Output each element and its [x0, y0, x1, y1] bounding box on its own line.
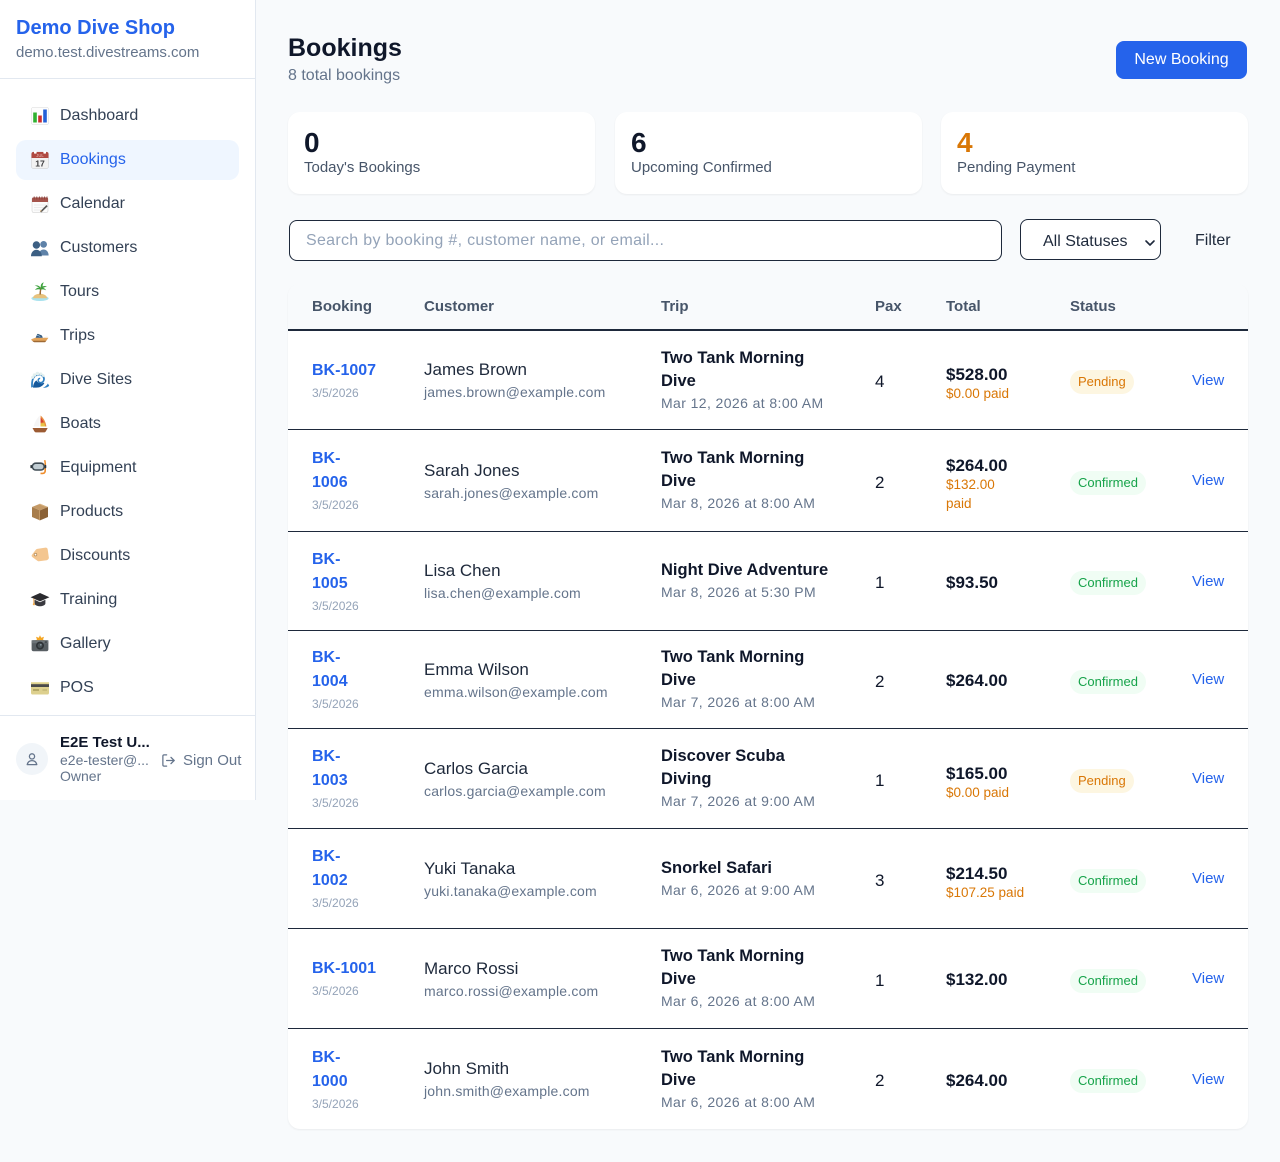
svg-text:17: 17 [35, 159, 45, 169]
svg-text:JUL: JUL [36, 153, 44, 158]
